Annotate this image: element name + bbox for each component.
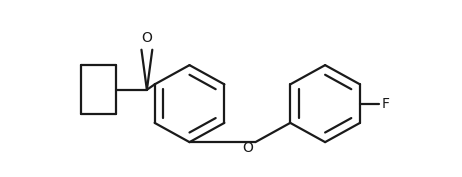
Text: O: O xyxy=(242,141,253,155)
Text: O: O xyxy=(141,31,152,45)
Text: F: F xyxy=(382,97,390,111)
